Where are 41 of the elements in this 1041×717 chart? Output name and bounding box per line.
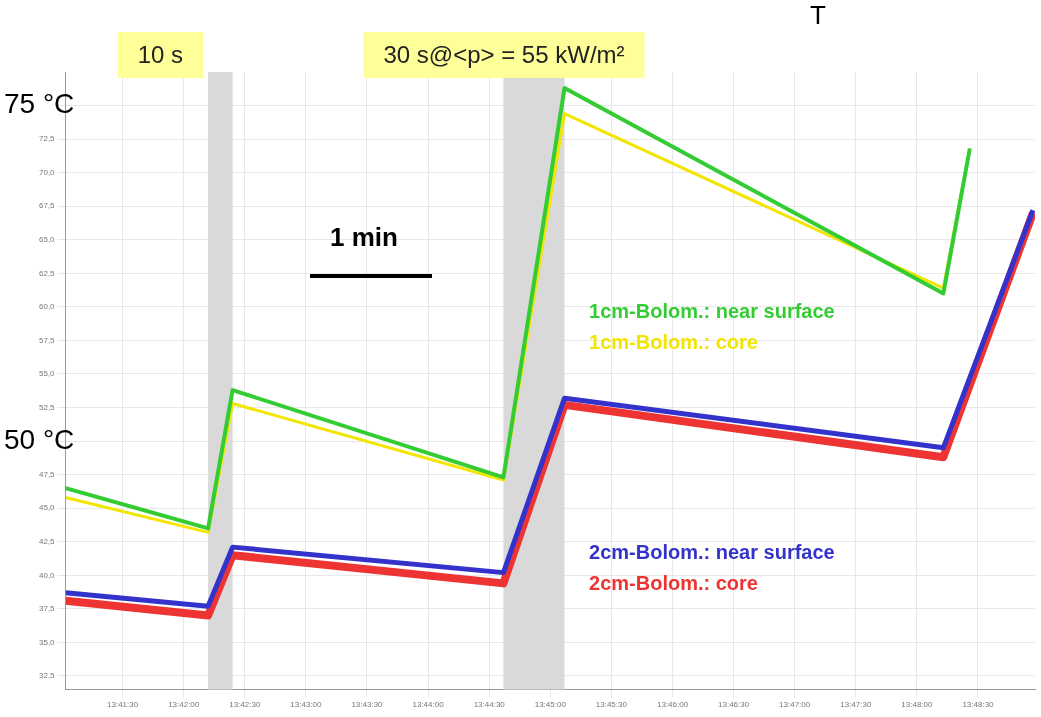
x-tick-label: 13:45:00 [534,700,567,710]
y-tick-label: 67,5 [38,201,56,211]
x-tick-label: 13:44:00 [412,700,445,710]
text: T [810,0,826,31]
y-tick-label: 65,0 [38,234,56,244]
text: 2cm-Bolom.: core [589,571,758,594]
x-tick-label: 13:41:30 [107,700,139,710]
text: 1cm-Bolom.: core [589,331,758,354]
y-tick-label: 72,5 [38,134,56,144]
y-tick-label: 70,0 [38,167,56,177]
x-tick-label: 13:42:30 [229,700,261,710]
x-tick-label: 13:42:00 [168,700,200,710]
y-tick-label: 57,5 [38,335,56,345]
annotation: 50 °C [4,424,75,456]
y-tick-label: 35,0 [38,637,56,647]
annotation: 1 min [330,222,398,253]
y-tick-label: 47,5 [38,469,56,479]
x-tick-label: 13:48:00 [901,700,933,710]
y-tick-label: 55,0 [38,369,56,379]
y-tick-label: 42,5 [38,536,56,546]
y-tick-label: 45,0 [38,503,56,513]
x-tick-label: 13:44:30 [473,700,506,710]
y-tick-label: 60,0 [38,302,56,312]
x-tick-label: 13:45:30 [595,700,628,710]
y-tick-label: 40,0 [38,570,56,580]
y-tick-label: 52,5 [38,402,56,412]
x-tick-label: 13:46:00 [656,700,689,710]
x-tick-label: 13:43:30 [351,700,384,710]
text: 1cm-Bolom.: near surface [589,300,835,323]
y-tick-label: 37,5 [38,604,56,614]
x-tick-label: 13:48:30 [962,700,995,710]
x-tick-label: 13:47:00 [779,700,811,710]
x-tick-label: 13:47:30 [840,700,872,710]
y-tick-label: 62,5 [38,268,56,278]
y-tick-label: 32,5 [38,671,56,681]
band-label: 10 s [137,40,184,68]
text: 2cm-Bolom.: near surface [589,541,835,564]
band-label: 30 s@<p> = 55 kW/m² [383,40,625,68]
x-tick-label: 13:43:00 [290,700,323,710]
annotation: 75 °C [4,88,75,120]
x-tick-label: 13:46:30 [718,700,750,710]
